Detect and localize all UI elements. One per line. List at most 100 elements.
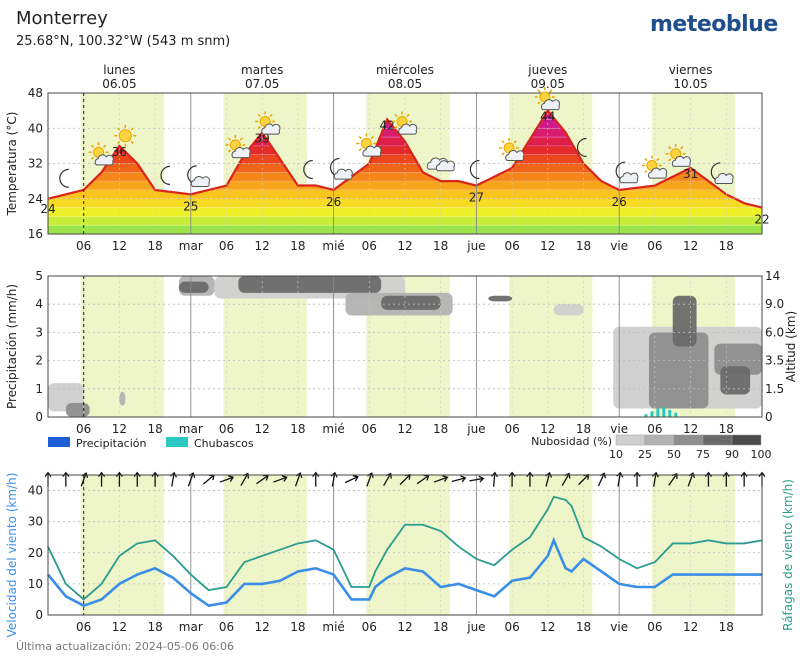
- sun-ray: [358, 147, 362, 152]
- temperature-label: 26: [612, 195, 627, 209]
- temperature-label: 27: [469, 191, 484, 205]
- cloud-legend-swatch: [673, 434, 704, 446]
- y-axis-label: Temperatura (°C): [5, 112, 19, 217]
- sun-ray: [117, 140, 121, 145]
- brand-logo[interactable]: meteoblue: [650, 12, 778, 37]
- x-tick-label: 18: [290, 620, 305, 634]
- x-tick-label: 18: [576, 620, 591, 634]
- cloud-shape: [648, 167, 668, 179]
- x-tick-label: mié: [322, 620, 344, 634]
- temperature-band: [48, 216, 762, 226]
- y-tick-label: 10: [28, 577, 43, 591]
- day-name: martes: [241, 63, 283, 77]
- cloud-legend-swatch: [702, 434, 733, 446]
- legend-swatch: [48, 437, 70, 447]
- y-tick-label: 2: [35, 354, 43, 368]
- temperature-label: 31: [683, 167, 698, 181]
- wind-direction-arrow: [451, 475, 467, 483]
- sun-ray: [668, 158, 672, 162]
- x-tick-label: jue: [466, 239, 485, 253]
- moon-cloud-icon: [710, 162, 734, 185]
- sun-ray: [668, 146, 672, 150]
- arrow-head: [262, 474, 269, 481]
- wind-speed-line: [46, 536, 762, 608]
- shower-bar: [668, 409, 672, 417]
- legend-label: Precipitación: [76, 437, 147, 450]
- x-tick-label: vie: [610, 620, 628, 634]
- y-axis-label: Precipitación (mm/h): [5, 284, 19, 409]
- shower-bar: [644, 414, 648, 417]
- x-tick-label: mié: [322, 422, 344, 436]
- y-tick-label: 5: [35, 269, 43, 283]
- y-tick-label: 48: [28, 86, 43, 100]
- sun-ray: [239, 137, 244, 141]
- cloud-cover-patch: [648, 332, 709, 409]
- cloud-legend-value: 10: [609, 448, 623, 461]
- x-tick-label: 06: [647, 239, 662, 253]
- arrow-shaft: [578, 474, 589, 486]
- x-tick-label: mar: [179, 422, 203, 436]
- x-tick-label: jue: [466, 620, 485, 634]
- arrow-shaft: [416, 475, 429, 485]
- day-date: 10.05: [673, 77, 707, 91]
- sun-ray: [680, 146, 684, 150]
- arrow-shaft: [399, 474, 411, 486]
- sun-ray: [269, 113, 273, 118]
- x-tick-label: 12: [683, 239, 698, 253]
- x-tick-label: 06: [504, 620, 519, 634]
- sun-cloud-icon: [641, 155, 668, 179]
- plot-frame: [47, 92, 763, 235]
- sun-ray: [90, 144, 95, 148]
- x-tick-label: 06: [219, 620, 234, 634]
- x-tick-label: 12: [255, 239, 270, 253]
- x-tick-label: 06: [504, 239, 519, 253]
- sun-ray: [394, 113, 398, 118]
- y-axis-label-right: Ráfagas de viento (km/h): [781, 479, 795, 631]
- sun-cloud-icon: [665, 143, 691, 167]
- cloud-legend-title: Nubosidad (%): [531, 435, 612, 448]
- arrow-shaft: [219, 476, 234, 483]
- sun-ray: [537, 101, 541, 105]
- cloud-legend-value: 75: [696, 448, 710, 461]
- altitude-tick-label: 1.5: [765, 382, 784, 396]
- x-tick-label: 12: [540, 620, 555, 634]
- location-coordinates: 25.68°N, 100.32°W (543 m snm): [16, 34, 231, 49]
- altitude-tick-label: 6.0: [765, 325, 784, 339]
- cloud-shape: [398, 123, 418, 135]
- sun-ray: [130, 140, 134, 145]
- temperature-band: [48, 145, 762, 156]
- temperature-label: 39: [255, 132, 270, 146]
- moon-icon: [576, 137, 587, 158]
- location-title: Monterrey: [16, 8, 108, 29]
- wind-gust-line: [47, 495, 763, 601]
- temperature-label: 44: [540, 110, 555, 124]
- cloud-shape: [190, 176, 211, 187]
- arrow-shaft: [240, 473, 249, 487]
- cloud-shape: [714, 173, 734, 185]
- arrow-shaft: [668, 473, 678, 486]
- sun-ray: [130, 127, 134, 131]
- moon-shape: [576, 137, 587, 158]
- sun-ray: [257, 125, 261, 130]
- y-axis-label-right: Altitud (km): [784, 311, 798, 382]
- arrow-shaft: [273, 476, 287, 483]
- legend-label: Chubascos: [194, 437, 254, 450]
- daytime-band: [509, 276, 593, 417]
- sun-cloud-icon: [255, 111, 281, 135]
- arrow-shaft: [256, 475, 269, 485]
- legend-swatch: [166, 437, 188, 447]
- x-tick-label: 12: [540, 422, 555, 436]
- sun-ray: [90, 156, 95, 160]
- sun-cloud-icon: [225, 134, 251, 159]
- cloud-shape: [619, 172, 639, 184]
- cloud-shape: [94, 154, 114, 166]
- cloud-legend-swatch: [644, 434, 675, 446]
- x-tick-label: 12: [112, 422, 127, 436]
- day-name: jueves: [527, 63, 567, 77]
- cloud-shape: [540, 99, 561, 111]
- x-tick-label: 12: [397, 620, 412, 634]
- sun-cloud-icon: [499, 137, 525, 162]
- moon-shape: [303, 159, 313, 180]
- cloud-shape: [261, 123, 281, 135]
- x-tick-label: 12: [112, 620, 127, 634]
